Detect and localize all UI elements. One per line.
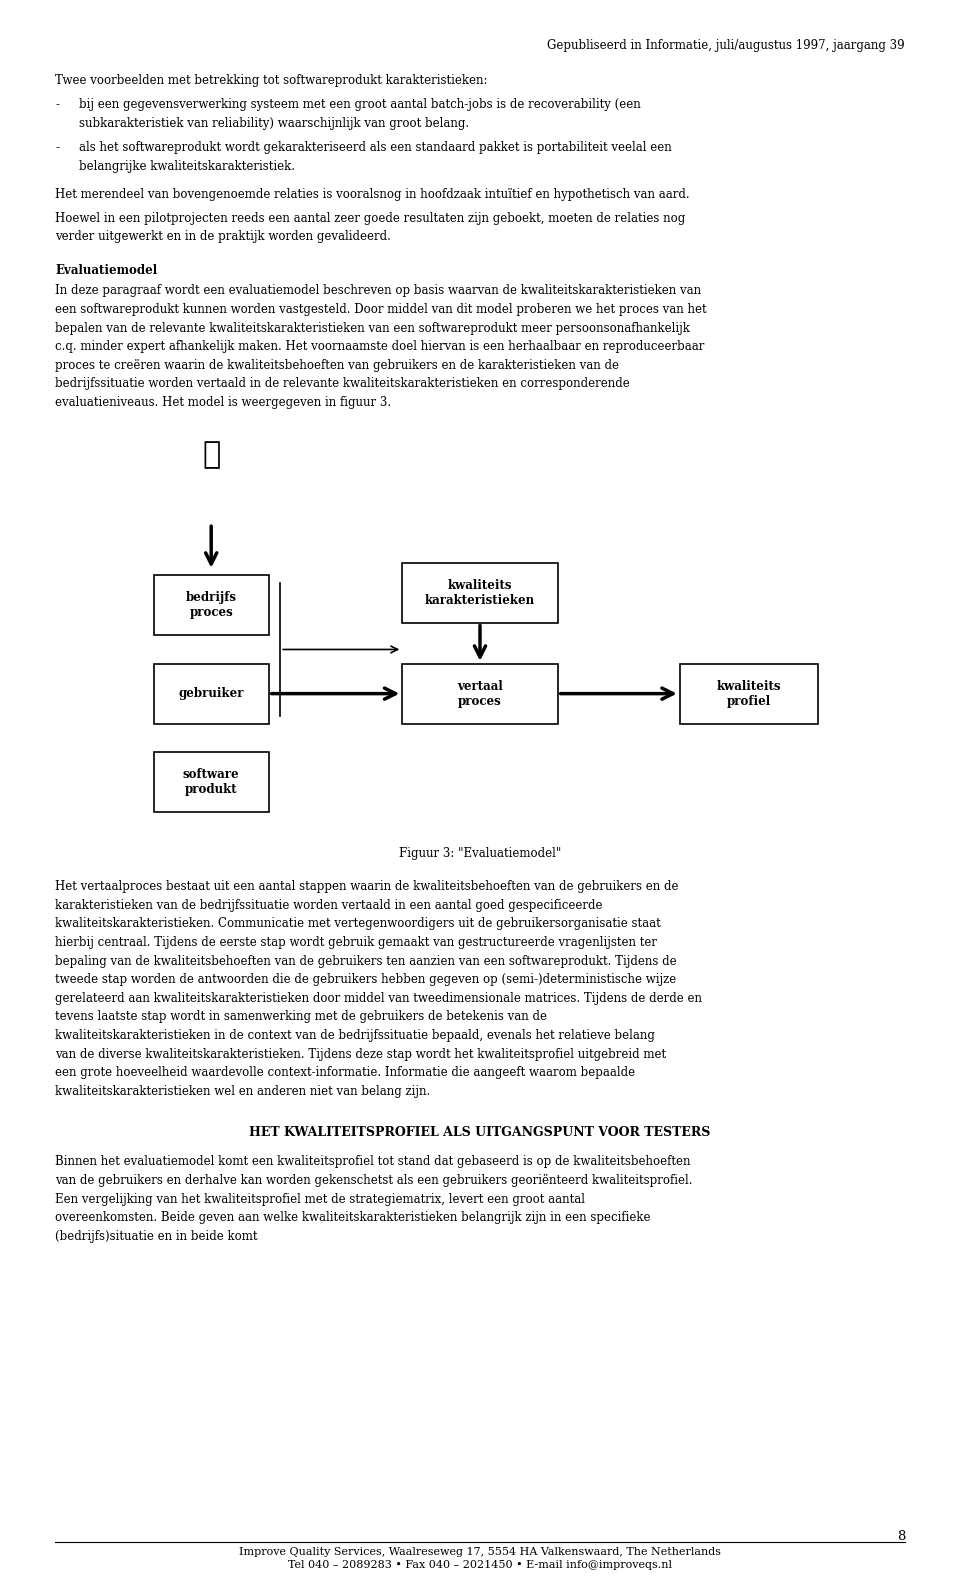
Text: bepaling van de kwaliteitsbehoeften van de gebruikers ten aanzien van een softwa: bepaling van de kwaliteitsbehoeften van …: [55, 954, 677, 968]
Text: als het softwareprodukt wordt gekarakteriseerd als een standaard pakket is porta: als het softwareprodukt wordt gekarakter…: [79, 140, 672, 155]
Text: c.q. minder expert afhankelijk maken. Het voornaamste doel hiervan is een herhaa: c.q. minder expert afhankelijk maken. He…: [55, 341, 705, 353]
Text: bij een gegevensverwerking systeem met een groot aantal batch-jobs is de recover: bij een gegevensverwerking systeem met e…: [79, 98, 640, 112]
Text: Gepubliseerd in Informatie, juli/augustus 1997, jaargang 39: Gepubliseerd in Informatie, juli/augustu…: [547, 39, 905, 52]
FancyBboxPatch shape: [680, 664, 818, 724]
Text: vertaal
proces: vertaal proces: [457, 680, 503, 708]
Text: -: -: [55, 140, 59, 155]
Text: verder uitgewerkt en in de praktijk worden gevalideerd.: verder uitgewerkt en in de praktijk word…: [55, 230, 391, 243]
Text: -: -: [55, 98, 59, 112]
FancyBboxPatch shape: [154, 752, 269, 812]
Text: kwaliteitskarakteristieken. Communicatie met vertegenwoordigers uit de gebruiker: kwaliteitskarakteristieken. Communicatie…: [55, 918, 660, 930]
Text: van de gebruikers en derhalve kan worden gekenschetst als een gebruikers georiën: van de gebruikers en derhalve kan worden…: [55, 1175, 692, 1187]
Text: kwaliteitskarakteristieken wel en anderen niet van belang zijn.: kwaliteitskarakteristieken wel en andere…: [55, 1085, 430, 1098]
Text: overeenkomsten. Beide geven aan welke kwaliteitskarakteristieken belangrijk zijn: overeenkomsten. Beide geven aan welke kw…: [55, 1211, 651, 1224]
Text: Binnen het evaluatiemodel komt een kwaliteitsprofiel tot stand dat gebaseerd is : Binnen het evaluatiemodel komt een kwali…: [55, 1156, 690, 1169]
Text: HET KWALITEITSPROFIEL ALS UITGANGSPUNT VOOR TESTERS: HET KWALITEITSPROFIEL ALS UITGANGSPUNT V…: [250, 1126, 710, 1139]
Text: gerelateerd aan kwaliteitskarakteristieken door middel van tweedimensionale matr: gerelateerd aan kwaliteitskarakteristiek…: [55, 992, 702, 1005]
Text: Figuur 3: "Evaluatiemodel": Figuur 3: "Evaluatiemodel": [398, 847, 562, 859]
Text: gebruiker: gebruiker: [179, 688, 244, 700]
FancyBboxPatch shape: [154, 576, 269, 636]
Text: (bedrijfs)situatie en in beide komt: (bedrijfs)situatie en in beide komt: [55, 1230, 257, 1243]
Text: evaluatieniveaus. Het model is weergegeven in figuur 3.: evaluatieniveaus. Het model is weergegev…: [55, 396, 391, 408]
Text: Een vergelijking van het kwaliteitsprofiel met de strategiematrix, levert een gr: Een vergelijking van het kwaliteitsprofi…: [55, 1192, 585, 1206]
Text: bepalen van de relevante kwaliteitskarakteristieken van een softwareprodukt meer: bepalen van de relevante kwaliteitskarak…: [55, 322, 690, 334]
FancyBboxPatch shape: [402, 563, 558, 623]
Text: Hoewel in een pilotprojecten reeds een aantal zeer goede resultaten zijn geboekt: Hoewel in een pilotprojecten reeds een a…: [55, 211, 685, 226]
Text: In deze paragraaf wordt een evaluatiemodel beschreven op basis waarvan de kwalit: In deze paragraaf wordt een evaluatiemod…: [55, 284, 701, 298]
Text: software
produkt: software produkt: [183, 768, 239, 796]
Text: bedrijfssituatie worden vertaald in de relevante kwaliteitskarakteristieken en c: bedrijfssituatie worden vertaald in de r…: [55, 377, 630, 391]
Text: Het merendeel van bovengenoemde relaties is vooralsnog in hoofdzaak intuïtief en: Het merendeel van bovengenoemde relaties…: [55, 188, 689, 200]
FancyBboxPatch shape: [154, 664, 269, 724]
Text: hierbij centraal. Tijdens de eerste stap wordt gebruik gemaakt van gestructureer: hierbij centraal. Tijdens de eerste stap…: [55, 935, 657, 949]
Text: een grote hoeveelheid waardevolle context-informatie. Informatie die aangeeft wa: een grote hoeveelheid waardevolle contex…: [55, 1066, 636, 1079]
Text: van de diverse kwaliteitskarakteristieken. Tijdens deze stap wordt het kwaliteit: van de diverse kwaliteitskarakteristieke…: [55, 1047, 666, 1061]
Text: tevens laatste stap wordt in samenwerking met de gebruikers de betekenis van de: tevens laatste stap wordt in samenwerkin…: [55, 1011, 547, 1023]
Text: belangrijke kwaliteitskarakteristiek.: belangrijke kwaliteitskarakteristiek.: [79, 159, 295, 173]
Text: Het vertaalproces bestaat uit een aantal stappen waarin de kwaliteitsbehoeften v: Het vertaalproces bestaat uit een aantal…: [55, 880, 679, 893]
Text: Twee voorbeelden met betrekking tot softwareprodukt karakteristieken:: Twee voorbeelden met betrekking tot soft…: [55, 74, 488, 87]
Text: Evaluatiemodel: Evaluatiemodel: [55, 263, 157, 278]
Text: kwaliteitskarakteristieken in de context van de bedrijfssituatie bepaald, evenal: kwaliteitskarakteristieken in de context…: [55, 1028, 655, 1042]
Text: Improve Quality Services, Waalreseweg 17, 5554 HA Valkenswaard, The Netherlands: Improve Quality Services, Waalreseweg 17…: [239, 1547, 721, 1556]
Text: kwaliteits
karakteristieken: kwaliteits karakteristieken: [425, 579, 535, 607]
Text: Tel 040 – 2089283 • Fax 040 – 2021450 • E-mail info@improveqs.nl: Tel 040 – 2089283 • Fax 040 – 2021450 • …: [288, 1560, 672, 1569]
Text: een softwareprodukt kunnen worden vastgesteld. Door middel van dit model probere: een softwareprodukt kunnen worden vastge…: [55, 303, 707, 315]
Text: proces te creëren waarin de kwaliteitsbehoeften van gebruikers en de karakterist: proces te creëren waarin de kwaliteitsbe…: [55, 360, 619, 372]
Text: 👥: 👥: [202, 440, 221, 468]
Text: kwaliteits
profiel: kwaliteits profiel: [716, 680, 781, 708]
Text: tweede stap worden de antwoorden die de gebruikers hebben gegeven op (semi-)dete: tweede stap worden de antwoorden die de …: [55, 973, 676, 986]
Text: bedrijfs
proces: bedrijfs proces: [185, 591, 237, 620]
Text: subkarakteristiek van reliability) waarschijnlijk van groot belang.: subkarakteristiek van reliability) waars…: [79, 117, 469, 129]
FancyBboxPatch shape: [402, 664, 558, 724]
Text: karakteristieken van de bedrijfssituatie worden vertaald in een aantal goed gesp: karakteristieken van de bedrijfssituatie…: [55, 899, 603, 912]
Text: 8: 8: [897, 1530, 905, 1542]
